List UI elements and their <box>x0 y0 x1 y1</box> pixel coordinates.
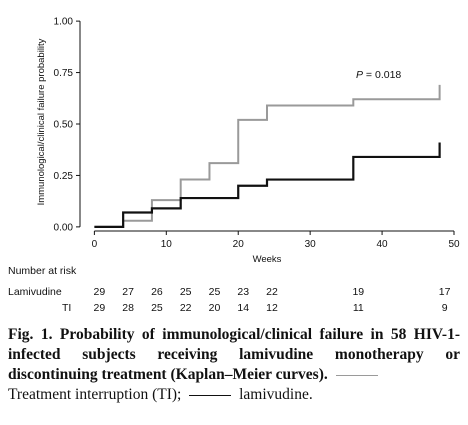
risk-value: 17 <box>439 286 451 298</box>
axes: 0.00 0.25 0.50 0.75 1.00 0 10 20 30 40 50 <box>54 17 460 250</box>
risk-value: 23 <box>237 286 249 298</box>
risk-value: 19 <box>352 286 364 298</box>
risk-value: 29 <box>94 302 106 314</box>
risk-value: 11 <box>353 302 364 314</box>
y-axis-title: Immunological/clinical failure probabili… <box>36 38 47 205</box>
y-tick-label: 0.00 <box>54 222 74 233</box>
y-tick-label: 1.00 <box>54 17 74 28</box>
risk-row-label: Lamivudine <box>8 286 62 298</box>
risk-value: 28 <box>122 302 134 314</box>
risk-value: 22 <box>180 302 192 314</box>
x-axis-title: Weeks <box>253 254 282 265</box>
y-tick-label: 0.25 <box>54 171 74 182</box>
risk-value: 25 <box>209 286 221 298</box>
number-at-risk-table: Lamivudine 29 27 26 25 25 23 22 19 17 TI 29 28 25 22 20… <box>8 286 451 314</box>
p-value-annotation: P = 0.018 <box>356 69 401 81</box>
figure-number: Fig. 1. <box>8 326 53 343</box>
risk-row-label: TI <box>62 302 71 314</box>
number-at-risk-title: Number at risk <box>8 265 77 277</box>
risk-value: 25 <box>151 302 163 314</box>
km-curve-ti <box>94 84 441 228</box>
caption-text: Probability of immunological/clinical fa… <box>8 326 461 383</box>
y-tick-label: 0.50 <box>54 120 74 131</box>
series-layer <box>94 84 441 228</box>
ti-legend-label: Treatment interruption (TI); <box>8 386 182 403</box>
x-tick-label: 10 <box>161 239 173 250</box>
figure-caption: Fig. 1. Probability of immunological/cli… <box>8 325 460 405</box>
lamivudine-legend-label: lamivudine. <box>239 386 313 403</box>
x-tick-label: 30 <box>305 239 317 250</box>
x-tick-label: 20 <box>233 239 245 250</box>
risk-value: 22 <box>266 286 278 298</box>
risk-value: 20 <box>209 302 221 314</box>
risk-value: 29 <box>94 286 106 298</box>
y-tick-label: 0.75 <box>54 68 74 79</box>
x-tick-label: 40 <box>377 239 389 250</box>
kaplan-meier-chart: 0.00 0.25 0.50 0.75 1.00 0 10 20 30 40 50 Immunolo… <box>8 17 460 314</box>
risk-value: 25 <box>180 286 192 298</box>
x-tick-label: 0 <box>92 239 98 250</box>
lamivudine-legend-line <box>189 394 232 396</box>
risk-value: 12 <box>266 302 278 314</box>
risk-value: 26 <box>151 286 163 298</box>
x-tick-label: 50 <box>448 239 460 250</box>
risk-value: 27 <box>122 286 134 298</box>
risk-value: 9 <box>442 302 448 314</box>
km-curve-lamivudine <box>94 142 441 228</box>
ti-legend-line <box>335 374 378 376</box>
risk-value: 14 <box>237 302 249 314</box>
